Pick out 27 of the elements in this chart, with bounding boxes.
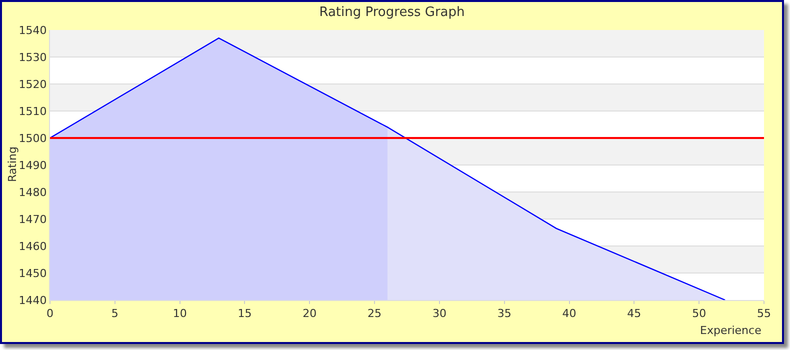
y-tick-label: 1500 [18, 132, 47, 145]
y-tick-label: 1540 [18, 24, 47, 37]
y-tick-label: 1520 [18, 78, 47, 91]
x-tick-label: 5 [111, 307, 118, 320]
x-tick-label: 35 [497, 307, 512, 320]
y-tick-label: 1490 [18, 158, 47, 172]
y-tick-label: 1530 [18, 50, 47, 64]
x-tick-label: 30 [432, 307, 446, 320]
x-tick-label: 25 [368, 307, 382, 320]
x-tick-label: 20 [302, 307, 317, 320]
x-tick-label: 55 [757, 307, 771, 320]
x-tick-label: 40 [562, 307, 576, 320]
y-tick-label: 1470 [18, 212, 47, 226]
y-tick-label: 1480 [18, 186, 47, 199]
x-tick-label: 15 [238, 307, 252, 320]
line-series [50, 38, 726, 300]
x-tick-label: 45 [627, 307, 642, 320]
y-axis-title: Rating [6, 146, 19, 182]
x-tick-label: 10 [172, 307, 187, 320]
y-tick-label: 1440 [18, 294, 47, 307]
chart-title: Rating Progress Graph [319, 5, 465, 20]
x-tick-label: 0 [46, 307, 54, 320]
y-tick-label: 1450 [18, 266, 47, 280]
y-tick-label: 1510 [18, 104, 47, 118]
y-tick-label: 1460 [18, 240, 47, 253]
x-axis-title: Experience [700, 324, 762, 337]
x-tick-label: 50 [692, 307, 706, 320]
